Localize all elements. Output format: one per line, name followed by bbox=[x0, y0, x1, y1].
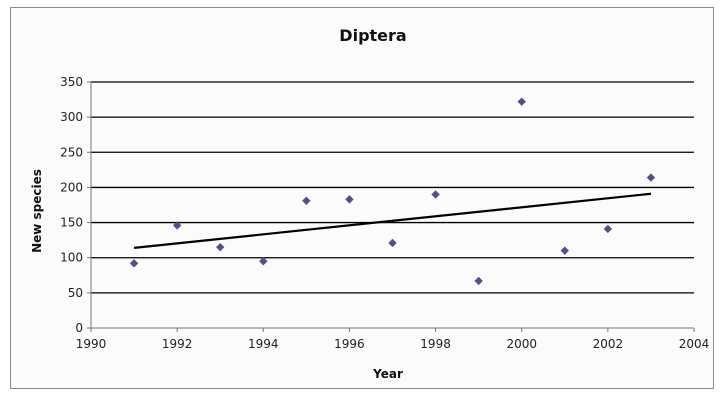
y-tick-label: 50 bbox=[68, 286, 83, 300]
data-point bbox=[216, 243, 224, 251]
data-point bbox=[130, 259, 138, 267]
x-tick-label: 2004 bbox=[679, 337, 710, 351]
chart-title: Diptera bbox=[339, 26, 406, 45]
data-point bbox=[431, 190, 439, 198]
y-tick-label: 250 bbox=[60, 145, 83, 159]
data-point bbox=[345, 195, 353, 203]
x-tick-label: 1998 bbox=[420, 337, 451, 351]
data-point bbox=[518, 97, 526, 105]
x-tick-label: 1990 bbox=[76, 337, 107, 351]
x-tick-label: 1994 bbox=[248, 337, 279, 351]
gridlines bbox=[91, 82, 694, 293]
y-tick-label: 200 bbox=[60, 180, 83, 194]
x-axis-title: Year bbox=[372, 367, 403, 381]
data-point bbox=[388, 239, 396, 247]
y-tick-label: 100 bbox=[60, 251, 83, 265]
y-tick-label: 350 bbox=[60, 75, 83, 89]
axes: 0 50 100 150 200 250 300 350 1990 1992 1994 1996 199… bbox=[60, 75, 709, 351]
data-point bbox=[604, 225, 612, 233]
data-point bbox=[474, 277, 482, 285]
x-tick-label: 2000 bbox=[506, 337, 537, 351]
x-tick-label: 2002 bbox=[593, 337, 624, 351]
data-point bbox=[647, 173, 655, 181]
chart-frame: Diptera 0 50 100 150 200 250 300 350 1990 1992 199… bbox=[10, 7, 714, 389]
chart-svg: Diptera 0 50 100 150 200 250 300 350 1990 1992 199… bbox=[11, 8, 715, 390]
data-point bbox=[302, 197, 310, 205]
x-tick-label: 1992 bbox=[162, 337, 193, 351]
y-tick-label: 150 bbox=[60, 216, 83, 230]
data-points bbox=[130, 97, 655, 285]
data-point bbox=[561, 246, 569, 254]
y-axis-title: New species bbox=[30, 169, 44, 253]
x-tick-label: 1996 bbox=[334, 337, 365, 351]
y-tick-label: 300 bbox=[60, 110, 83, 124]
y-tick-label: 0 bbox=[75, 321, 83, 335]
